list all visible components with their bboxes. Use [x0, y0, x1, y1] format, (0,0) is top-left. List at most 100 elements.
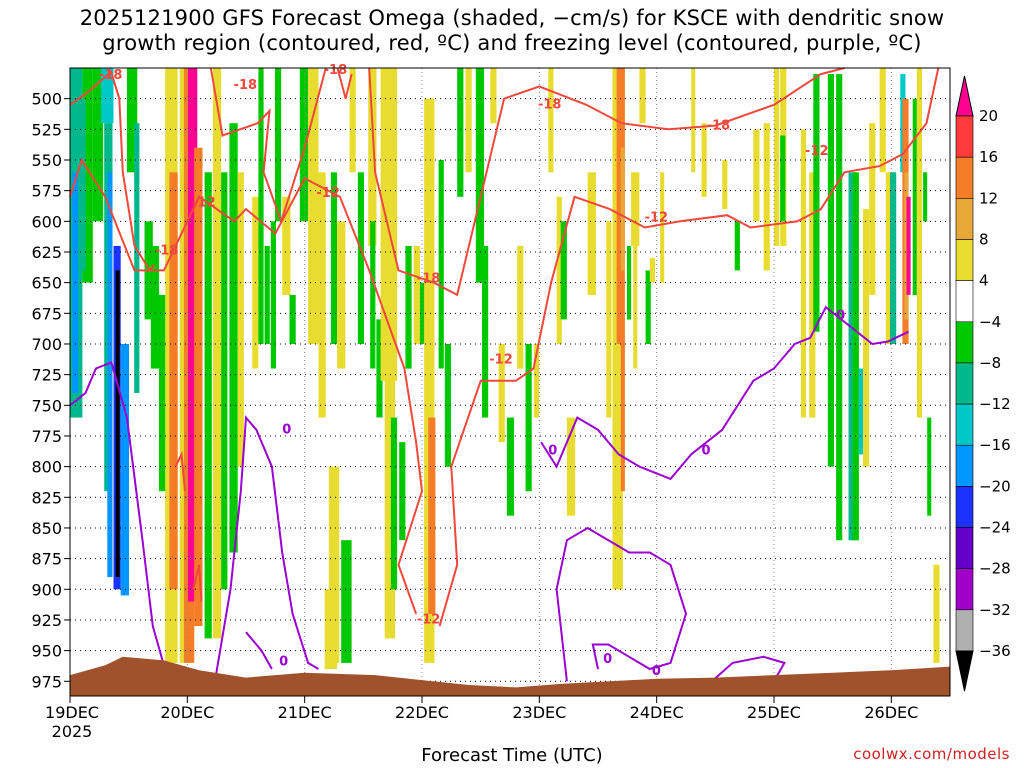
dgz-minus18-label-6: -18 — [707, 118, 731, 133]
colorbar-swatch-5 — [955, 280, 974, 323]
y-tick-label-7: 675 — [31, 304, 62, 323]
omega-band-103 — [890, 172, 897, 344]
omega-band-20 — [188, 68, 198, 602]
freezing-level-label-0: 0 — [282, 423, 291, 438]
y-tick-label-14: 850 — [31, 519, 62, 538]
omega-band-43 — [337, 221, 346, 369]
colorbar-swatch-4 — [955, 239, 974, 282]
omega-band-114 — [631, 172, 640, 246]
x-tick-label-5: 24DEC — [630, 703, 684, 722]
freezing-level-contour-3 — [540, 305, 910, 481]
dgz-minus12-label-2: -12 — [417, 613, 441, 628]
omega-band-93 — [813, 74, 820, 332]
omega-band-47 — [380, 68, 398, 381]
x-tick-label-0: 19DEC — [45, 703, 99, 722]
omega-band-109 — [916, 68, 923, 418]
colorbar-swatch-3 — [955, 198, 974, 240]
omega-band-61 — [482, 245, 489, 418]
omega-band-113 — [639, 68, 646, 124]
omega-band-55 — [428, 417, 436, 614]
omega-band-14 — [150, 245, 160, 369]
dgz-minus18-contour-2 — [368, 67, 845, 297]
omega-band-77 — [627, 245, 632, 320]
freezing-level-contours — [69, 305, 910, 683]
omega-band-112 — [933, 564, 940, 663]
omega-band-59 — [465, 68, 472, 173]
freezing-level-contour-1 — [213, 415, 320, 682]
omega-band-7 — [107, 172, 113, 578]
omega-band-56 — [438, 160, 444, 369]
y-tick-label-8: 700 — [31, 335, 62, 354]
y-tick-label-1: 525 — [31, 120, 62, 139]
omega-band-49 — [390, 417, 398, 590]
colorbar-label-1: 16 — [979, 148, 998, 166]
omega-band-32 — [282, 196, 291, 295]
colorbar-swatch-2 — [955, 156, 974, 199]
dgz-minus12-label-4: -12 — [645, 210, 669, 225]
freezing-level-label-5: 0 — [603, 652, 612, 667]
colorbar-label-4: 4 — [979, 272, 989, 290]
omega-band-88 — [774, 68, 780, 246]
omega-band-81 — [660, 172, 665, 283]
omega-band-39 — [357, 172, 364, 344]
colorbar-swatch-11 — [955, 527, 974, 570]
colorbar-swatch-8 — [955, 403, 974, 446]
omega-band-10 — [120, 344, 129, 596]
dgz-minus18-label-5: -18 — [538, 97, 562, 112]
freezing-level-label-1: 0 — [548, 443, 557, 458]
chart-title-line2: growth region (contoured, red, ºC) and f… — [102, 31, 922, 55]
omega-band-25 — [229, 123, 238, 553]
omega-band-92 — [809, 172, 816, 418]
omega-band-48 — [384, 344, 396, 639]
omega-band-87 — [763, 123, 770, 271]
omega-band-67 — [533, 344, 539, 418]
x-tick-label-7: 26DEC — [864, 703, 918, 722]
freezing-level-label-2: 0 — [702, 443, 711, 458]
omega-band-82 — [691, 68, 696, 173]
omega-band-30 — [270, 221, 276, 369]
colorbar-swatch-13 — [955, 609, 974, 652]
omega-band-31 — [275, 68, 282, 222]
colorbar-label-5: −4 — [979, 313, 1001, 331]
omega-band-34 — [299, 68, 309, 222]
omega-band-69 — [556, 196, 562, 344]
colorbar-label-6: −8 — [979, 354, 1001, 372]
freezing-level-contour-4 — [555, 526, 688, 682]
colorbar-label-7: −12 — [979, 395, 1011, 413]
colorbar: 20 16 12 8 4 −4 −8 −12 −16 −20 −24 −28 −32 −36 — [955, 75, 1011, 692]
omega-band-100 — [869, 123, 876, 295]
omega-band-86 — [753, 129, 760, 222]
colorbar-swatch-9 — [955, 444, 974, 487]
freezing-level-label-6: 0 — [652, 664, 661, 679]
y-tick-label-3: 575 — [31, 182, 62, 201]
omega-band-23 — [212, 68, 222, 639]
omega-band-42 — [376, 319, 383, 418]
freezing-level-label-4: 0 — [279, 654, 288, 669]
dgz-minus18-contour-0 — [69, 69, 156, 273]
y-tick-label-18: 950 — [31, 642, 62, 661]
omega-band-21 — [194, 147, 203, 627]
omega-band-72 — [587, 172, 596, 295]
y-axis: 500 525 550 575 600 625 650 675 700 725 750 775 800 8… — [31, 90, 70, 691]
dgz-contours — [69, 67, 940, 627]
omega-band-54 — [424, 98, 435, 663]
colorbar-top-arrow — [955, 75, 974, 117]
colorbar-label-0: 20 — [979, 107, 998, 125]
omega-band-108 — [912, 98, 917, 295]
omega-band-45 — [341, 540, 352, 663]
omega-band-15 — [159, 294, 167, 492]
y-tick-label-13: 825 — [31, 488, 62, 507]
dgz-minus12-contour-3 — [192, 564, 203, 602]
y-tick-label-0: 500 — [31, 90, 62, 109]
colorbar-label-2: 12 — [979, 189, 998, 207]
omega-band-75 — [616, 68, 625, 492]
x-tick-label-2: 21DEC — [278, 703, 332, 722]
colorbar-swatch-1 — [955, 115, 974, 158]
dgz-minus12-contour-2 — [174, 450, 186, 492]
colorbar-label-3: 8 — [979, 230, 989, 248]
omega-band-12 — [134, 123, 140, 393]
y-tick-label-12: 800 — [31, 458, 62, 477]
omega-band-17 — [169, 172, 178, 590]
omega-band-95 — [836, 74, 843, 541]
